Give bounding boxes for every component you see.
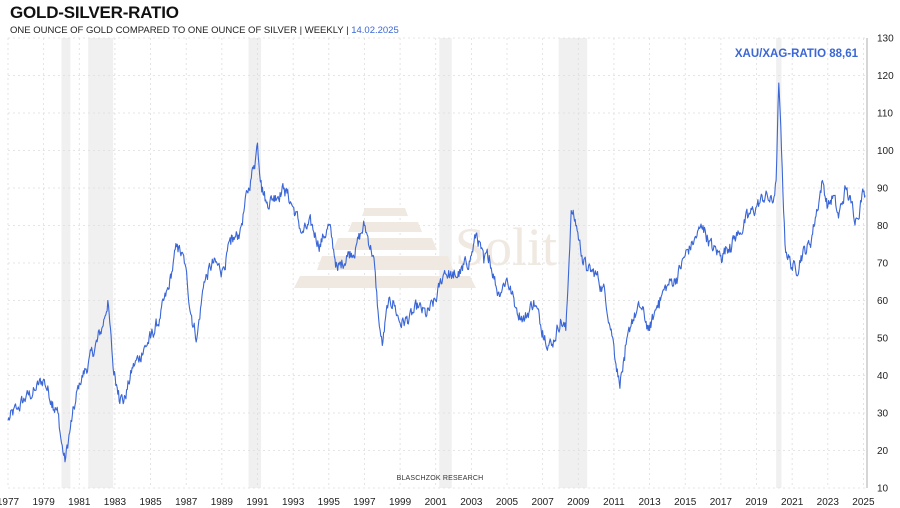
x-tick-label: 1981 (68, 497, 91, 508)
x-axis: 1977 1979 1981 1983 1985 1987 1989 1991 1993 1995… (0, 497, 875, 508)
series-line-xau-xag (7, 82, 866, 463)
x-tick-label: 2001 (425, 497, 448, 508)
y-tick-label: 50 (877, 334, 889, 345)
x-tick-label: 1997 (353, 497, 376, 508)
x-tick-label: 2015 (674, 497, 697, 508)
x-tick-label: 1991 (246, 497, 269, 508)
y-tick-label: 40 (877, 371, 889, 382)
watermark: Solit (294, 208, 557, 288)
x-tick-label: 2011 (603, 497, 625, 508)
y-tick-label: 100 (877, 146, 894, 157)
y-tick-label: 120 (877, 71, 894, 82)
x-tick-label: 2003 (460, 497, 483, 508)
legend-label: XAU/XAG-RATIO 88,61 (735, 48, 859, 60)
x-tick-label: 1987 (175, 497, 198, 508)
y-tick-label: 130 (877, 34, 894, 45)
x-tick-label: 2005 (496, 497, 519, 508)
x-tick-label: 2017 (710, 497, 733, 508)
x-tick-label: 2019 (745, 497, 768, 508)
y-tick-label: 60 (877, 296, 889, 307)
x-tick-label: 1989 (211, 497, 234, 508)
y-tick-label: 20 (877, 446, 889, 457)
x-tick-label: 2013 (638, 497, 661, 508)
y-tick-label: 80 (877, 221, 889, 232)
y-axis: 10 20 30 40 50 60 70 80 90 100 110 120 130 (866, 34, 894, 495)
subtitle-date: 14.02.2025 (351, 25, 399, 36)
subtitle-text: ONE OUNCE OF GOLD COMPARED TO ONE OUNCE … (10, 25, 349, 36)
y-tick-label: 90 (877, 184, 889, 195)
page-title: GOLD-SILVER-RATIO (10, 3, 179, 22)
watermark-pyramid-icon (294, 208, 476, 288)
x-tick-label: 2009 (567, 497, 590, 508)
y-tick-label: 10 (877, 484, 889, 495)
x-tick-label: 2023 (817, 497, 840, 508)
x-tick-label: 1993 (282, 497, 305, 508)
x-tick-label: 2025 (852, 497, 875, 508)
page-subtitle: ONE OUNCE OF GOLD COMPARED TO ONE OUNCE … (10, 25, 399, 36)
x-tick-label: 1983 (104, 497, 127, 508)
y-tick-label: 110 (877, 109, 893, 120)
x-tick-label: 1979 (33, 497, 56, 508)
watermark-text: Solit (455, 217, 557, 277)
recession-band-0 (61, 38, 71, 488)
y-tick-label: 70 (877, 259, 889, 270)
y-tick-label: 30 (877, 409, 889, 420)
x-tick-label: 1985 (139, 497, 162, 508)
x-tick-label: 1999 (389, 497, 412, 508)
x-tick-label: 2007 (532, 497, 555, 508)
credit-text: BLASCHZOK RESEARCH (397, 475, 484, 482)
x-tick-label: 1977 (0, 497, 20, 508)
x-tick-label: 2021 (781, 497, 804, 508)
grid-lines (7, 37, 867, 489)
x-tick-label: 1995 (318, 497, 341, 508)
